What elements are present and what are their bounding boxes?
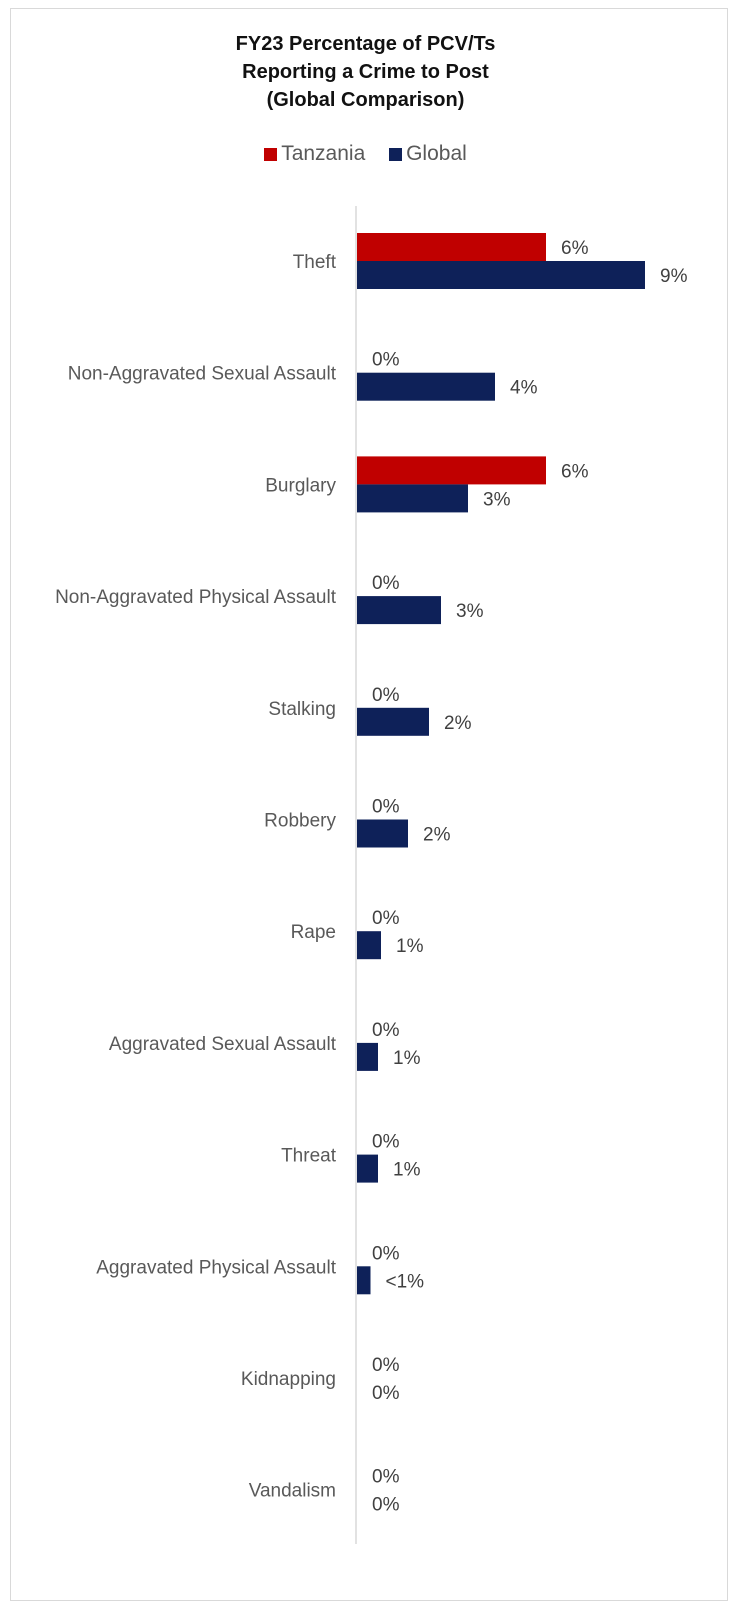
data-label-tanzania-stalking: 0%: [372, 685, 400, 706]
data-label-tanzania-theft: 6%: [561, 238, 589, 259]
data-label-global-robbery: 2%: [423, 825, 451, 846]
bar-global-non-aggravated-physical-assault: [357, 596, 441, 625]
bar-global-non-aggravated-sexual-assault: [357, 372, 495, 401]
legend-swatch-tanzania: [264, 147, 278, 161]
category-label-stalking: Stalking: [268, 699, 336, 720]
legend-item-global: Global: [389, 142, 467, 166]
data-label-global-rape: 1%: [396, 936, 424, 957]
category-label-theft: Theft: [293, 252, 337, 273]
bar-global-stalking: [357, 707, 429, 736]
data-label-global-burglary: 3%: [483, 489, 511, 510]
chart-title-line-2: Reporting a Crime to Post: [242, 61, 489, 83]
data-label-tanzania-kidnapping: 0%: [372, 1355, 400, 1376]
category-label-rape: Rape: [291, 922, 336, 943]
bar-global-aggravated-physical-assault: [357, 1266, 371, 1295]
bar-global-threat: [357, 1154, 378, 1183]
data-label-global-kidnapping: 0%: [372, 1383, 400, 1404]
bar-global-theft: [357, 261, 645, 289]
bar-tanzania-burglary: [357, 456, 546, 485]
category-label-kidnapping: Kidnapping: [241, 1369, 336, 1390]
data-label-global-vandalism: 0%: [372, 1495, 400, 1516]
category-label-burglary: Burglary: [265, 475, 336, 496]
data-label-tanzania-vandalism: 0%: [372, 1467, 400, 1488]
data-label-global-non-aggravated-sexual-assault: 4%: [510, 378, 538, 399]
category-label-robbery: Robbery: [264, 811, 336, 832]
category-label-non-aggravated-sexual-assault: Non-Aggravated Sexual Assault: [68, 364, 337, 385]
chart-title-line-3: (Global Comparison): [266, 89, 465, 111]
bar-tanzania-theft: [357, 233, 546, 261]
data-label-global-theft: 9%: [660, 266, 688, 287]
category-label-vandalism: Vandalism: [249, 1481, 336, 1502]
data-label-tanzania-robbery: 0%: [372, 797, 400, 818]
data-label-tanzania-aggravated-physical-assault: 0%: [372, 1243, 400, 1264]
chart-title-line-1: FY23 Percentage of PCV/Ts: [235, 33, 496, 55]
data-label-global-aggravated-sexual-assault: 1%: [393, 1048, 421, 1069]
legend-swatch-global: [389, 147, 403, 161]
data-label-tanzania-aggravated-sexual-assault: 0%: [372, 1020, 400, 1041]
bar-global-rape: [357, 931, 381, 960]
legend-label-tanzania: Tanzania: [281, 142, 366, 165]
legend-item-tanzania: Tanzania: [264, 142, 365, 166]
category-label-aggravated-sexual-assault: Aggravated Sexual Assault: [109, 1034, 337, 1055]
data-label-tanzania-burglary: 6%: [561, 461, 589, 482]
category-label-threat: Threat: [281, 1146, 337, 1167]
data-label-global-non-aggravated-physical-assault: 3%: [456, 601, 484, 622]
data-label-global-aggravated-physical-assault: <1%: [386, 1271, 425, 1292]
bar-global-robbery: [357, 819, 408, 848]
chart-frame: [10, 8, 728, 1601]
category-label-non-aggravated-physical-assault: Non-Aggravated Physical Assault: [55, 587, 337, 608]
legend-label-global: Global: [406, 142, 467, 165]
data-label-tanzania-non-aggravated-sexual-assault: 0%: [372, 350, 400, 371]
data-label-global-threat: 1%: [393, 1160, 421, 1181]
data-label-tanzania-rape: 0%: [372, 908, 400, 929]
data-label-tanzania-non-aggravated-physical-assault: 0%: [372, 573, 400, 594]
data-label-tanzania-threat: 0%: [372, 1132, 400, 1153]
data-label-global-stalking: 2%: [444, 713, 472, 734]
chart-legend: Tanzania Global: [0, 142, 731, 167]
bar-global-burglary: [357, 484, 468, 513]
bar-global-aggravated-sexual-assault: [357, 1042, 378, 1071]
category-label-aggravated-physical-assault: Aggravated Physical Assault: [96, 1257, 336, 1278]
